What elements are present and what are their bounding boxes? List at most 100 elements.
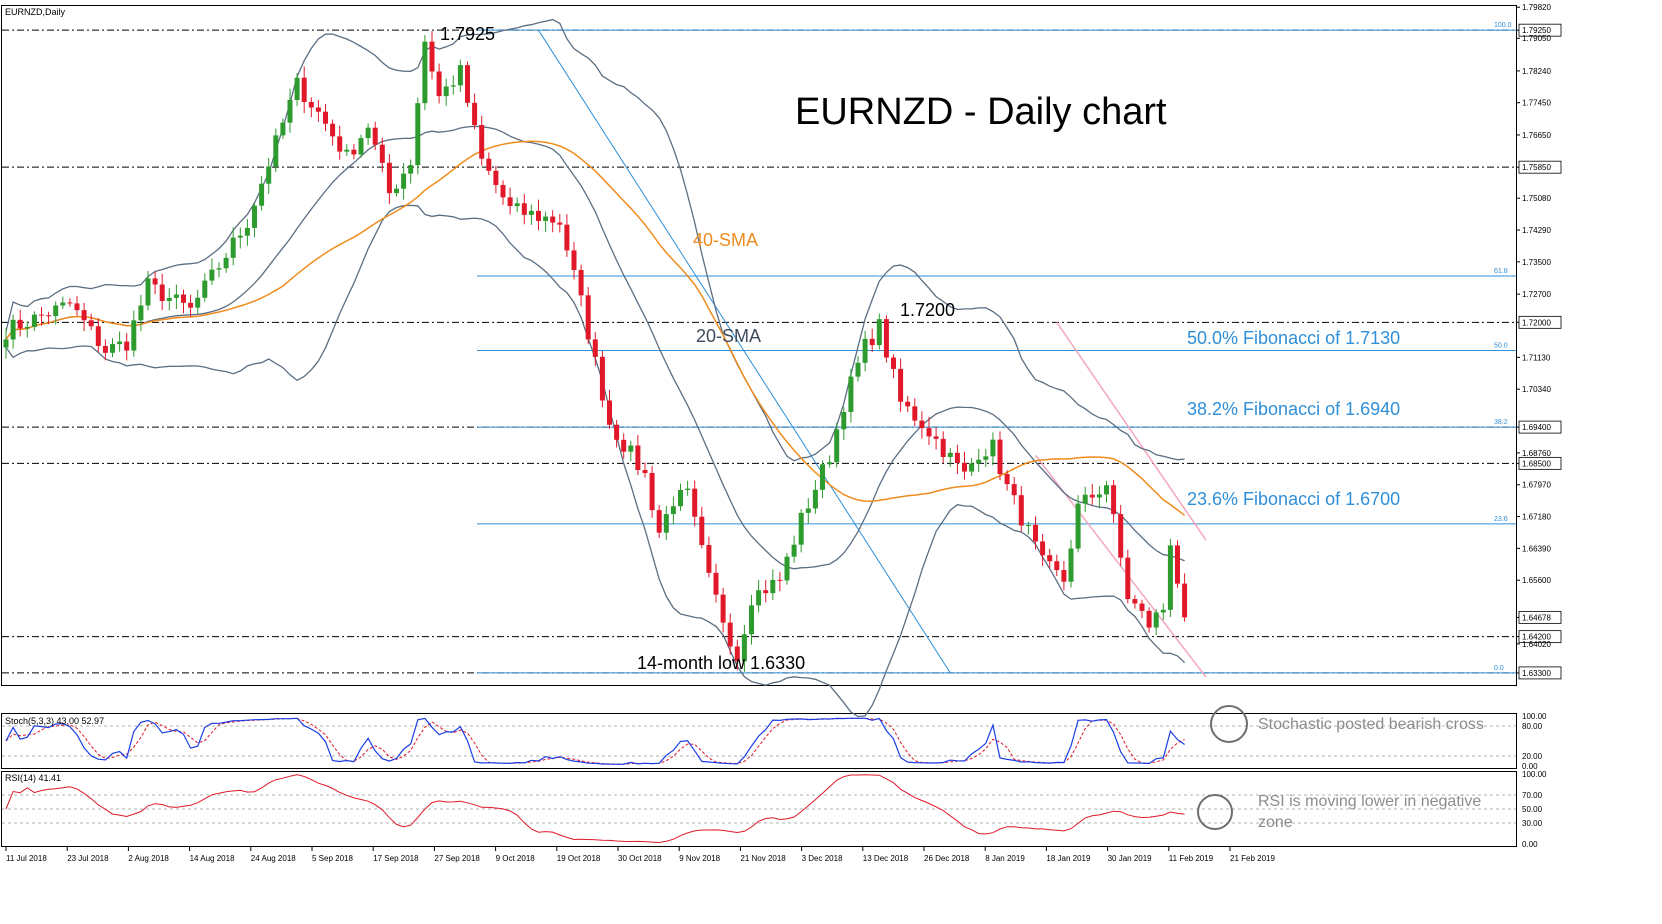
- candle-body: [358, 138, 364, 155]
- candle-body: [166, 297, 172, 301]
- candle-body: [1175, 545, 1180, 584]
- candle-body: [699, 516, 705, 546]
- candle-body: [252, 205, 257, 228]
- fib382-label: 38.2% Fibonacci of 1.6940: [1187, 399, 1400, 419]
- candle-body: [564, 224, 570, 251]
- x-tick-label: 2 Aug 2018: [128, 854, 169, 863]
- candle-body: [947, 452, 953, 457]
- candle-body: [678, 489, 683, 507]
- candle-body: [422, 41, 428, 104]
- x-tick-label: 13 Dec 2018: [863, 854, 909, 863]
- x-tick-label: 21 Nov 2018: [740, 854, 786, 863]
- y-tick-label: 1.64678: [1522, 613, 1551, 622]
- candle-body: [1075, 503, 1081, 549]
- y-tick-label: 1.68500: [1522, 459, 1551, 468]
- candle-body: [209, 269, 215, 281]
- candle-body: [315, 107, 321, 112]
- candle-body: [727, 622, 733, 647]
- x-tick-label: 26 Dec 2018: [924, 854, 970, 863]
- candle-body: [592, 339, 598, 357]
- candle-body: [145, 278, 151, 306]
- x-tick-label: 30 Jan 2019: [1108, 854, 1153, 863]
- candle-body: [457, 65, 463, 86]
- y-tick-label: 1.70340: [1522, 385, 1551, 394]
- candle-body: [195, 297, 201, 308]
- candle-body: [550, 216, 556, 223]
- candle-body: [692, 488, 698, 517]
- candle-body: [386, 162, 392, 194]
- candle-body: [1182, 583, 1188, 618]
- candle-body: [685, 488, 691, 490]
- stoch-annotation: Stochastic posted bearish cross: [1258, 716, 1484, 733]
- candle-body: [912, 406, 918, 421]
- candle-body: [997, 439, 1003, 475]
- candle-body: [770, 579, 776, 594]
- x-tick-label: 23 Jul 2018: [67, 854, 109, 863]
- sma40-line: [5, 140, 1186, 516]
- candle-body: [81, 310, 87, 321]
- x-tick-label: 21 Feb 2019: [1230, 854, 1275, 863]
- fibonacci-pct-label: 0.0: [1494, 665, 1504, 672]
- stoch-y-tick-label: 20.00: [1522, 752, 1543, 761]
- candle-body: [557, 222, 563, 225]
- candle-body: [720, 594, 726, 623]
- candle-body: [39, 314, 44, 316]
- y-tick-label: 1.65600: [1522, 576, 1551, 585]
- candle-body: [536, 210, 541, 221]
- price-level-tag: [1518, 23, 1562, 37]
- price-panel-frame: [1, 5, 1517, 686]
- fibonacci-pct-label: 61.8: [1494, 268, 1508, 275]
- candle-body: [926, 428, 932, 437]
- candle-body: [869, 338, 875, 346]
- x-tick-label: 19 Oct 2018: [557, 854, 601, 863]
- sma20-label: 20-SMA: [696, 326, 761, 346]
- candle-body: [706, 545, 712, 573]
- candle-body: [1089, 494, 1095, 498]
- candle-body: [649, 473, 655, 511]
- low-label: 14-month low 1.6330: [637, 653, 805, 673]
- candle-body: [983, 456, 989, 460]
- x-tick-label: 5 Sep 2018: [312, 854, 353, 863]
- y-tick-label: 1.75080: [1522, 194, 1551, 203]
- candle-body: [1132, 599, 1138, 604]
- rsi-y-tick-label: 30.00: [1522, 819, 1543, 828]
- x-tick-label: 11 Jul 2018: [6, 854, 47, 863]
- candle-body: [450, 85, 456, 87]
- y-tick-label: 1.73500: [1522, 258, 1551, 267]
- candle-body: [443, 86, 449, 97]
- candle-body: [1040, 541, 1046, 556]
- candle-body: [827, 462, 833, 465]
- candle-body: [805, 508, 811, 513]
- candle-body: [1047, 555, 1053, 562]
- rsi-y-tick-label: 70.00: [1522, 791, 1543, 800]
- candle-body: [1125, 557, 1131, 600]
- x-tick-label: 8 Jan 2019: [985, 854, 1025, 863]
- candle-body: [1025, 524, 1031, 526]
- candle-body: [337, 136, 343, 152]
- stoch-panel-frame: [1, 713, 1517, 769]
- x-tick-label: 27 Sep 2018: [434, 854, 480, 863]
- candle-body: [244, 227, 250, 236]
- candle-body: [933, 436, 939, 439]
- x-tick-label: 11 Feb 2019: [1169, 854, 1214, 863]
- candle-body: [628, 445, 634, 452]
- candle-body: [876, 319, 882, 346]
- candle-body: [10, 319, 16, 340]
- candle-body: [60, 302, 66, 306]
- candle-body: [102, 345, 108, 353]
- high-label: 1.7925: [440, 24, 495, 44]
- y-tick-label: 1.69400: [1522, 423, 1551, 432]
- candle-body: [1068, 548, 1074, 582]
- candle-body: [3, 339, 9, 348]
- candle-body: [919, 420, 925, 429]
- candle-body: [465, 65, 470, 103]
- fibonacci-pct-label: 50.0: [1494, 343, 1508, 350]
- candle-body: [280, 122, 286, 136]
- rsi-title: RSI(14) 41.41: [5, 773, 61, 783]
- sma20-line: [5, 125, 1185, 570]
- channel-upper-line: [1056, 321, 1207, 541]
- candle-body: [1139, 603, 1145, 611]
- candle-body: [46, 315, 52, 317]
- candle-body: [372, 127, 378, 145]
